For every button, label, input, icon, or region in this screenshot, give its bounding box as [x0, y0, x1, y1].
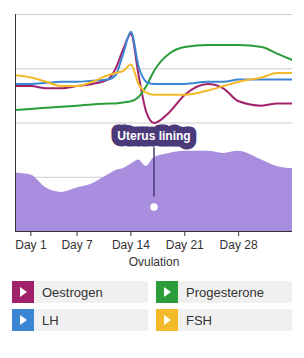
- html-text:Oestrogen: Oestrogen: [42, 284, 103, 300]
- html-text:LH: LH: [42, 312, 59, 328]
- html-text:FSH: FSH: [186, 312, 212, 328]
- html-text:Progesterone: Progesterone: [186, 284, 265, 300]
- svg-text:Day 7: Day 7: [61, 238, 93, 252]
- svg-text:Day 28: Day 28: [220, 238, 258, 252]
- svg-text:Day 21: Day 21: [166, 238, 204, 252]
- svg-text:Day 14: Day 14: [112, 238, 150, 252]
- svg-text:Uterus lining: Uterus lining: [117, 129, 190, 143]
- svg-text:Uterus lining: Uterus lining: [117, 129, 190, 143]
- svg-text:Ovulation: Ovulation: [129, 255, 180, 269]
- svg-text:Day 1: Day 1: [15, 238, 47, 252]
